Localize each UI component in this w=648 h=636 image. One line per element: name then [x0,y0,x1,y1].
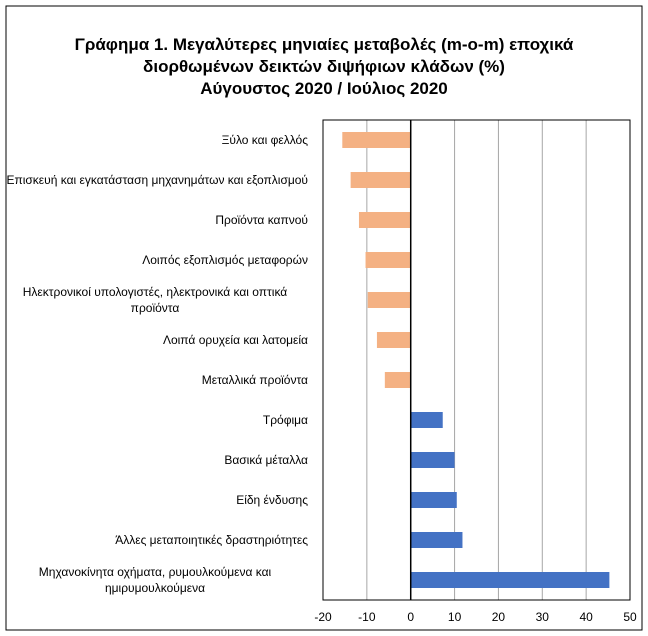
bar [410,492,457,508]
plot-frame [322,119,631,601]
chart-subtitle: Αύγουστος 2020 / Ιούλιος 2020 [200,79,448,98]
x-tick-label: 0 [407,610,414,624]
category-label-box: Βασικά μέταλλα [0,440,308,480]
y-tick-label: Μεταλλικά προϊόντα [201,373,308,387]
y-tick-label: Επισκευή και εγκατάσταση μηχανημάτων και… [6,173,308,187]
y-tick-label: Ξύλο και φελλός [221,133,308,147]
bar [365,252,411,268]
bar [410,412,443,428]
x-tick-label: 20 [492,610,506,624]
chart-title: Γράφημα 1. Μεγαλύτερες μηνιαίες μεταβολέ… [74,35,574,76]
bar [410,452,455,468]
category-label-box: Ηλεκτρονικοί υπολογιστές, ηλεκτρονικά κα… [0,280,308,320]
y-tick-label: Τρόφιμα [262,413,308,427]
y-tick-label: Μηχανοκίνητα οχήματα, ρυμουλκούμενα και … [38,565,272,595]
category-label-box: Λοιπά ορυχεία και λατομεία [0,320,308,360]
y-tick-label: Λοιπός εξοπλισμός μεταφορών [142,253,308,267]
category-label-box: Μηχανοκίνητα οχήματα, ρυμουλκούμενα και … [0,560,308,600]
bar [384,372,411,388]
bar [342,132,411,148]
bar [376,332,411,348]
category-label-box: Άλλες μεταποιητικές δραστηριότητες [0,520,308,560]
x-tick-label: 10 [448,610,462,624]
y-tick-label: Προϊόντα καπνού [215,213,308,227]
category-label-box: Μεταλλικά προϊόντα [0,360,308,400]
x-tick-label: 50 [623,610,637,624]
category-label-box: Ξύλο και φελλός [0,120,308,160]
bar [410,572,610,588]
x-tick-label: 40 [579,610,593,624]
y-tick-label: Λοιπά ορυχεία και λατομεία [162,333,308,347]
x-tick-label: -20 [314,610,332,624]
y-tick-label: Είδη ένδυσης [236,493,308,507]
category-label-box: Είδη ένδυσης [0,480,308,520]
y-tick-label: Βασικά μέταλλα [224,453,308,467]
bar [367,292,411,308]
x-tick-label: 30 [536,610,550,624]
bar [350,172,411,188]
category-label-box: Λοιπός εξοπλισμός μεταφορών [0,240,308,280]
category-label-box: Επισκευή και εγκατάσταση μηχανημάτων και… [0,160,308,200]
category-label-box: Τρόφιμα [0,400,308,440]
bar [410,532,463,548]
chart-border [5,5,643,631]
bar [358,212,411,228]
x-tick-label: -10 [358,610,376,624]
y-tick-label: Άλλες μεταποιητικές δραστηριότητες [115,533,308,547]
category-label-box: Προϊόντα καπνού [0,200,308,240]
y-tick-label: Ηλεκτρονικοί υπολογιστές, ηλεκτρονικά κα… [22,285,288,315]
